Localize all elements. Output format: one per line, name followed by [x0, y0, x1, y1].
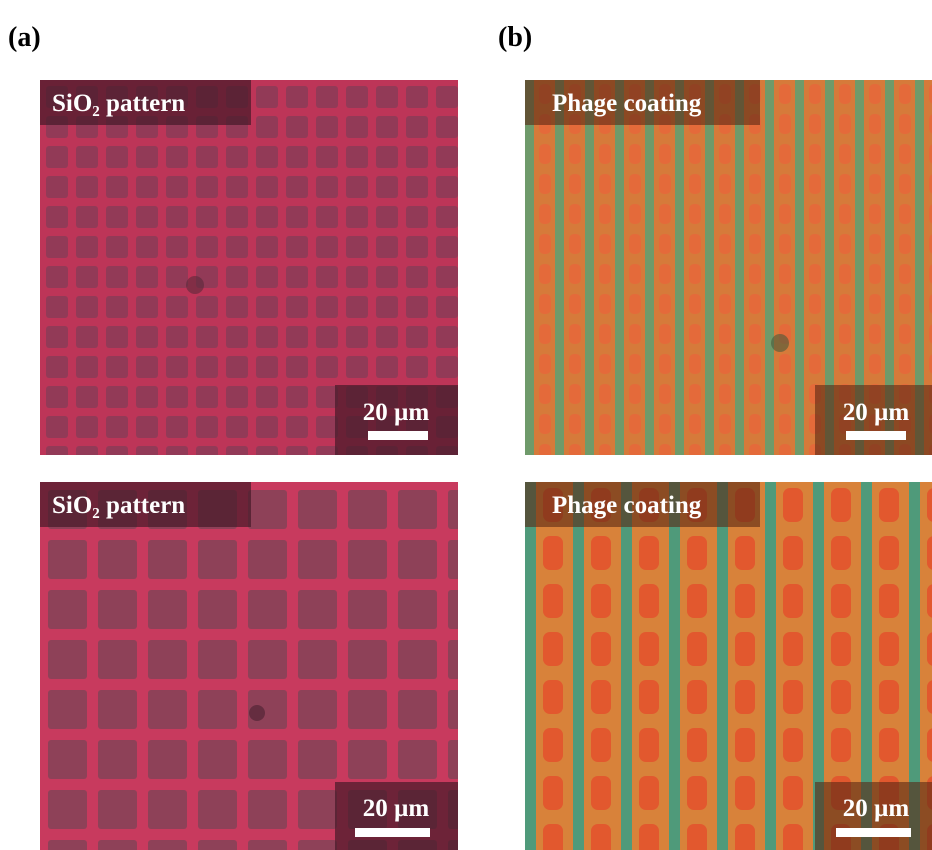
figure: (a) (b) SiO₂ pattern 20 µm Phage coating…: [0, 0, 932, 850]
scale-bar: [846, 431, 906, 440]
micrograph: Phage coating 20 µm: [525, 80, 932, 455]
caption: Phage coating: [552, 90, 702, 117]
micrograph: SiO₂ pattern 20 µm: [40, 482, 458, 850]
defect: [771, 334, 789, 352]
scale-bar: [836, 828, 911, 837]
scale-bar: [355, 828, 430, 837]
scale-label: 20 µm: [843, 795, 910, 822]
scale-label: 20 µm: [363, 795, 430, 822]
micrograph: Phage coating 20 µm: [525, 482, 932, 850]
panel-label: (a): [8, 22, 41, 53]
caption: SiO₂ pattern: [52, 90, 185, 117]
micrograph: SiO₂ pattern 20 µm: [40, 80, 458, 455]
caption: Phage coating: [552, 492, 702, 519]
scale-label: 20 µm: [363, 399, 430, 426]
caption: SiO₂ pattern: [52, 492, 185, 519]
scale-label: 20 µm: [843, 399, 910, 426]
panel-label: (b): [498, 22, 532, 53]
scale-bar: [368, 431, 428, 440]
defect: [186, 276, 204, 294]
defect: [249, 705, 265, 721]
